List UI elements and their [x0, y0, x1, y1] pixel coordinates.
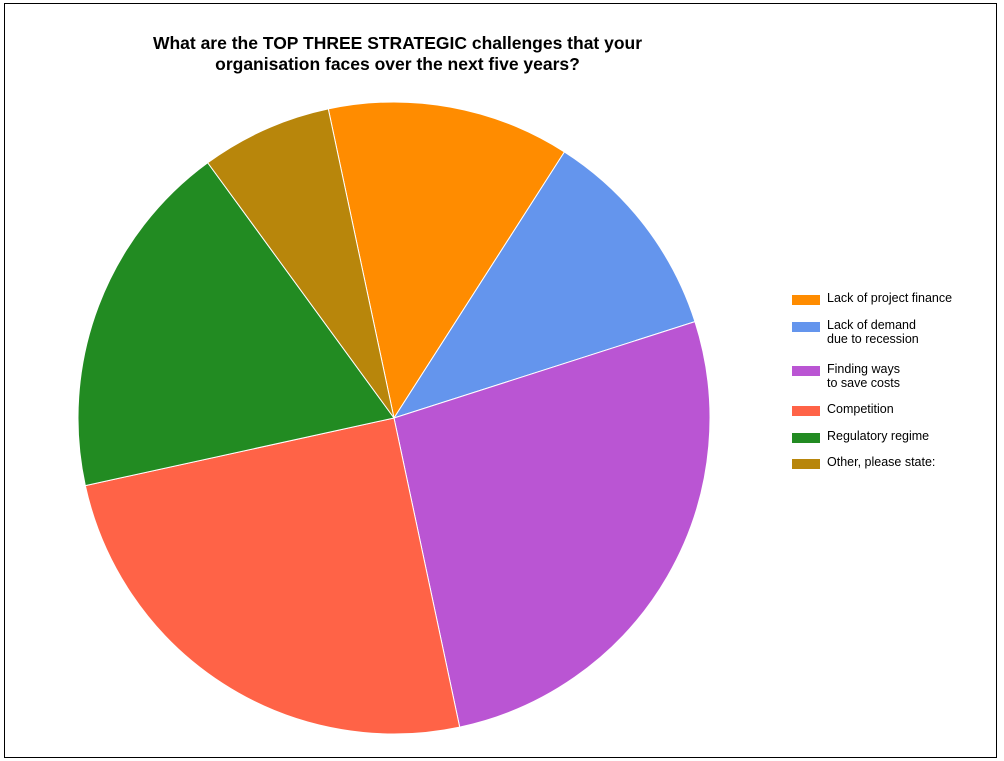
legend-item-regulatory-regime: Regulatory regime: [792, 429, 930, 444]
legend-label: Finding ways to save costs: [827, 362, 900, 390]
legend-item-lack-of-demand-due-to-recession: Lack of demand due to recession: [792, 318, 919, 346]
legend-swatch: [792, 459, 820, 469]
legend-item-competition: Competition: [792, 402, 894, 417]
pie-slice-finding-ways-to-save-costs: [393, 320, 711, 728]
legend-item-finding-ways-to-save-costs: Finding ways to save costs: [792, 362, 900, 390]
pie-slices: [77, 101, 711, 735]
legend-item-other-please-state: Other, please state:: [792, 455, 936, 470]
chart-title-line-1: What are the TOP THREE STRATEGIC challen…: [152, 33, 643, 53]
pie-slice-regulatory-regime: [77, 162, 395, 487]
legend-swatch: [792, 295, 820, 305]
legend-label: Lack of demand due to recession: [827, 318, 919, 346]
legend-swatch: [792, 322, 820, 332]
legend-swatch: [792, 433, 820, 443]
legend-swatch: [792, 406, 820, 416]
pie-slice-competition: [84, 417, 461, 735]
legend-swatch: [792, 366, 820, 376]
legend-label: Regulatory regime: [827, 429, 930, 443]
chart-title: What are the TOP THREE STRATEGIC challen…: [90, 33, 705, 75]
legend-label: Other, please state:: [827, 455, 936, 469]
pie-slice-other-please-state: [207, 108, 395, 419]
chart-title-line-2: organisation faces over the next five ye…: [215, 54, 580, 74]
legend-label: Lack of project finance: [827, 291, 953, 305]
legend-label: Competition: [827, 402, 894, 416]
legend-item-lack-of-project-finance: Lack of project finance: [792, 291, 953, 306]
pie-slice-lack-of-demand-due-to-recession: [392, 151, 696, 419]
pie-slice-lack-of-project-finance: [327, 101, 566, 420]
